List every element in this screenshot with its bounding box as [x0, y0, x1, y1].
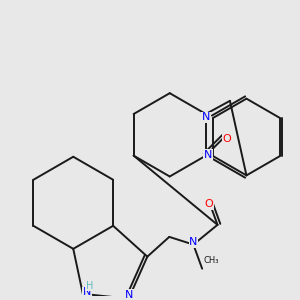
- Text: N: N: [202, 112, 210, 122]
- Text: O: O: [223, 134, 232, 144]
- Text: N: N: [125, 290, 134, 300]
- Text: N: N: [82, 287, 91, 297]
- Text: H: H: [86, 280, 93, 291]
- Text: O: O: [204, 199, 213, 209]
- Text: CH₃: CH₃: [203, 256, 219, 265]
- Text: N: N: [204, 150, 212, 160]
- Text: N: N: [189, 237, 198, 247]
